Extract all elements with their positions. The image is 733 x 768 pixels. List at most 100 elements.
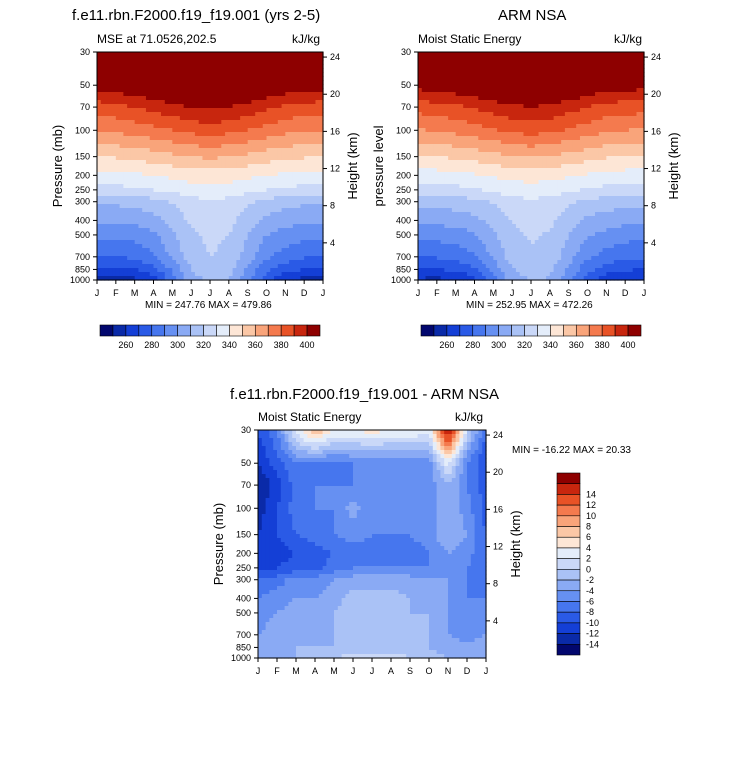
contour-cell (134, 176, 140, 181)
contour-cell (444, 148, 449, 153)
contour-cell (262, 272, 268, 277)
contour-cell (138, 268, 143, 273)
contour-cell (206, 132, 211, 137)
contour-cell (300, 108, 305, 113)
contour-cell (228, 56, 234, 61)
contour-cell (119, 156, 124, 161)
contour-cell (168, 156, 173, 161)
contour-cell (202, 128, 207, 133)
contour-cell (512, 148, 517, 153)
contour-cell (168, 124, 173, 129)
contour-cell (191, 168, 196, 173)
contour-cell (240, 164, 245, 169)
contour-cell (115, 108, 121, 113)
contour-cell (240, 252, 245, 257)
contour-cell (176, 184, 181, 189)
contour-cell (508, 64, 513, 69)
contour-cell (210, 116, 215, 121)
contour-cell (221, 264, 226, 269)
contour-cell (531, 148, 536, 153)
contour-cell (640, 88, 645, 93)
contour-cell (459, 76, 464, 81)
contour-cell (164, 172, 170, 177)
contour-cell (217, 188, 222, 193)
contour-cell (251, 160, 256, 165)
contour-cell (470, 132, 476, 137)
contour-cell (508, 68, 513, 73)
contour-cell (232, 212, 237, 217)
contour-cell (274, 124, 279, 129)
contour-cell (262, 56, 268, 61)
contour-cell (161, 176, 166, 181)
contour-cell (523, 108, 528, 113)
contour-cell (221, 276, 226, 281)
contour-cell (262, 148, 268, 153)
contour-cell (300, 160, 305, 165)
contour-cell (142, 72, 147, 77)
contour-cell (123, 160, 128, 165)
contour-cell (161, 160, 166, 165)
contour-cell (266, 160, 271, 165)
contour-cell (179, 244, 185, 249)
contour-cell (240, 156, 245, 161)
contour-cell (482, 52, 487, 57)
contour-cell (625, 136, 630, 141)
contour-cell (161, 220, 166, 225)
contour-cell (292, 100, 298, 105)
contour-cell (546, 120, 551, 125)
contour-cell (236, 236, 241, 241)
contour-cell (474, 80, 479, 85)
contour-cell (217, 232, 222, 237)
contour-cell (243, 148, 249, 153)
contour-cell (289, 100, 294, 105)
contour-cell (202, 108, 207, 113)
contour-cell (436, 72, 442, 77)
contour-cell (119, 268, 124, 273)
contour-cell (236, 192, 241, 197)
contour-cell (112, 212, 117, 217)
contour-cell (179, 136, 185, 141)
contour-cell (519, 60, 525, 65)
contour-cell (236, 168, 241, 173)
contour-cell (191, 100, 196, 105)
contour-cell (134, 236, 140, 241)
contour-cell (187, 200, 192, 205)
contour-cell (179, 256, 185, 261)
contour-cell (531, 112, 536, 117)
contour-cell (115, 136, 121, 141)
contour-cell (104, 124, 109, 129)
contour-cell (270, 92, 275, 97)
contour-cell (512, 124, 517, 129)
contour-cell (538, 60, 543, 65)
contour-cell (564, 128, 570, 133)
contour-cell (315, 108, 320, 113)
contour-cell (228, 220, 234, 225)
contour-cell (240, 248, 245, 253)
contour-cell (221, 128, 226, 133)
contour-cell (228, 104, 234, 109)
contour-cell (153, 164, 158, 169)
contour-cell (153, 192, 158, 197)
contour-cell (138, 188, 143, 193)
contour-cell (579, 56, 585, 61)
contour-cell (221, 252, 226, 257)
contour-cell (100, 244, 106, 249)
contour-cell (519, 72, 525, 77)
contour-cell (602, 76, 607, 81)
contour-cell (425, 56, 430, 61)
contour-cell (289, 56, 294, 61)
contour-cell (240, 272, 245, 277)
contour-cell (100, 68, 106, 73)
contour-cell (304, 232, 309, 237)
contour-cell (247, 228, 253, 233)
contour-cell (217, 56, 222, 61)
contour-cell (296, 276, 301, 281)
contour-cell (500, 100, 506, 105)
contour-cell (319, 268, 324, 273)
contour-cell (202, 256, 207, 261)
contour-cell (289, 180, 294, 185)
contour-cell (225, 172, 230, 177)
contour-cell (281, 156, 286, 161)
contour-cell (292, 64, 298, 69)
contour-cell (625, 124, 630, 129)
